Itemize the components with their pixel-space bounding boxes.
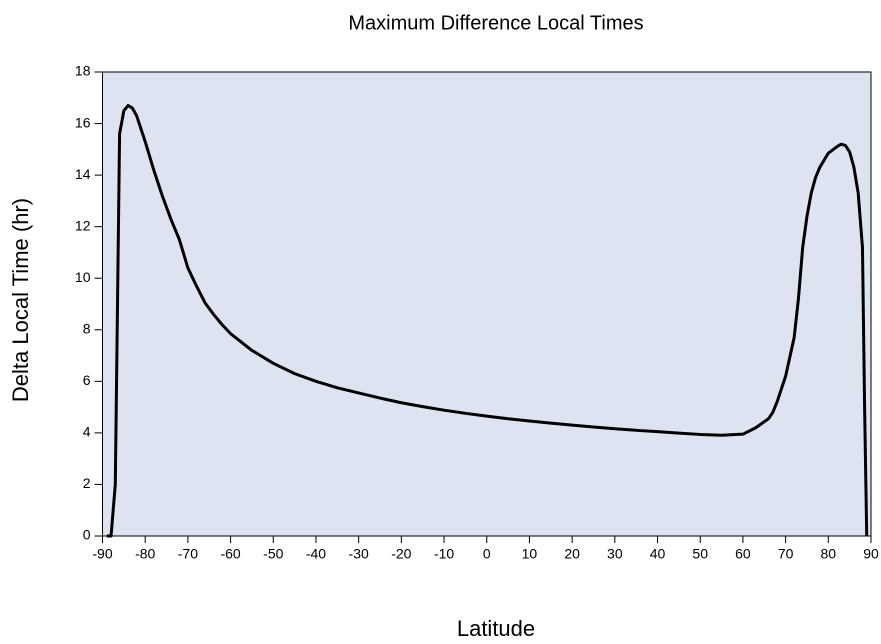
x-tick-label: 60 bbox=[735, 546, 751, 562]
x-tick-label: -70 bbox=[178, 546, 198, 562]
x-tick-label: 50 bbox=[692, 546, 708, 562]
x-tick-label: 90 bbox=[863, 546, 879, 562]
x-tick-label: 70 bbox=[778, 546, 794, 562]
x-axis-label: Latitude bbox=[457, 616, 535, 641]
chart-title: Maximum Difference Local Times bbox=[348, 12, 643, 34]
x-tick-label: -50 bbox=[263, 546, 283, 562]
x-tick-label: -80 bbox=[135, 546, 155, 562]
x-tick-label: 80 bbox=[821, 546, 837, 562]
y-tick-label: 10 bbox=[75, 269, 91, 285]
x-tick-label: -60 bbox=[220, 546, 240, 562]
x-tick-label: 10 bbox=[522, 546, 538, 562]
x-tick-label: 40 bbox=[650, 546, 666, 562]
y-tick-label: 12 bbox=[75, 217, 91, 233]
x-tick-label: -10 bbox=[434, 546, 454, 562]
line-series bbox=[106, 104, 869, 538]
x-tick-label: -90 bbox=[92, 546, 112, 562]
x-tick-label: -30 bbox=[349, 546, 369, 562]
y-tick-label: 0 bbox=[83, 527, 91, 543]
y-tick-label: 14 bbox=[75, 166, 91, 182]
y-tick-label: 4 bbox=[83, 424, 91, 440]
x-tick-label: 20 bbox=[564, 546, 580, 562]
y-tick-label: 8 bbox=[83, 320, 91, 336]
y-tick-label: 2 bbox=[83, 475, 91, 491]
x-tick-label: -20 bbox=[391, 546, 411, 562]
y-axis-label: Delta Local Time (hr) bbox=[8, 198, 33, 402]
y-tick-label: 6 bbox=[83, 372, 91, 388]
y-tick-label: 18 bbox=[75, 63, 91, 79]
plot-area bbox=[102, 71, 872, 537]
x-tick-label: 0 bbox=[483, 546, 491, 562]
x-tick-label: 30 bbox=[607, 546, 623, 562]
y-tick-label: 16 bbox=[75, 114, 91, 130]
x-tick-label: -40 bbox=[306, 546, 326, 562]
